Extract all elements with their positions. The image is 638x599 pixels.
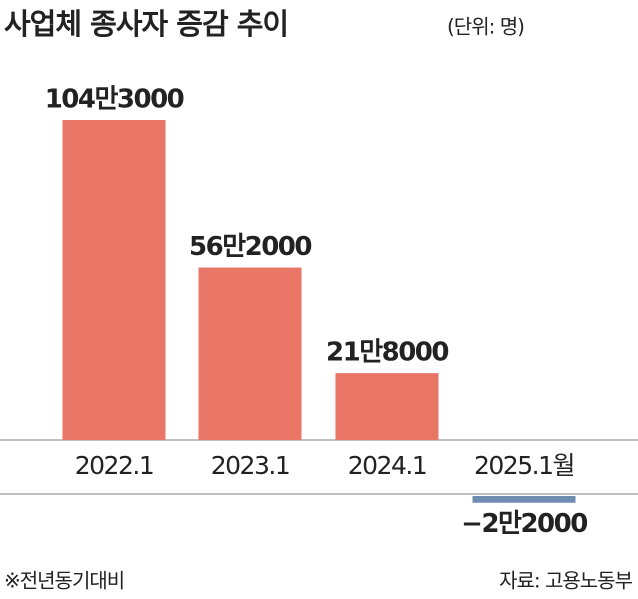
source: 자료: 고용노동부	[499, 569, 632, 593]
bar	[198, 267, 302, 440]
chart-title: 사업체 종사자 증감 추이	[4, 7, 288, 41]
value-label: −2만2000	[461, 509, 587, 539]
x-tick-label: 2025.1월	[474, 451, 574, 480]
bar	[472, 496, 576, 503]
bar	[335, 373, 439, 440]
chart-subtitle: (단위: 명)	[447, 15, 524, 39]
x-tick-label: 2024.1	[348, 451, 426, 480]
note: ※전년동기대비	[4, 569, 124, 593]
x-tick-label: 2023.1	[211, 451, 289, 480]
bar	[62, 120, 166, 440]
value-label: 104만3000	[45, 85, 184, 115]
value-label: 21만8000	[326, 338, 448, 368]
value-label: 56만2000	[189, 232, 311, 262]
x-tick-label: 2022.1	[75, 451, 153, 480]
